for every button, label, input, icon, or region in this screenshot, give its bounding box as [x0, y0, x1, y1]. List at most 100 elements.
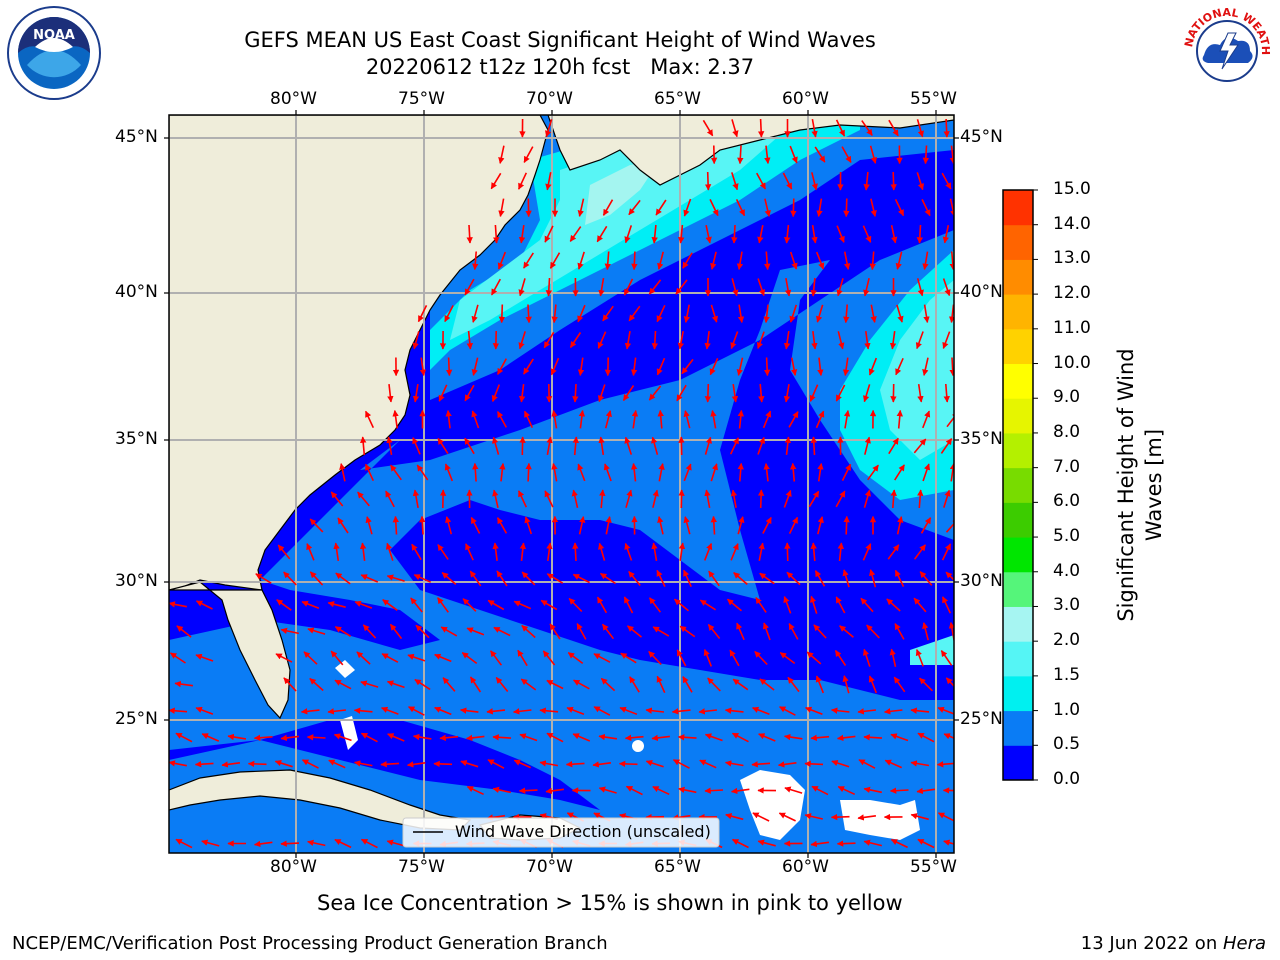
wind-wave-arrow [434, 706, 452, 716]
wind-wave-arrow [790, 357, 798, 376]
wind-wave-arrow [888, 119, 899, 137]
wind-wave-arrow [523, 358, 534, 375]
wind-wave-arrow [255, 573, 272, 584]
wind-wave-arrow [841, 146, 852, 163]
wind-wave-arrow [498, 198, 505, 218]
wind-wave-arrow [784, 277, 792, 297]
wind-wave-arrow [441, 571, 457, 586]
wind-wave-arrow [917, 838, 935, 849]
wind-wave-arrow [523, 146, 534, 163]
wind-wave-arrow [275, 653, 293, 663]
wind-wave-arrow [492, 489, 499, 508]
wind-wave-arrow [466, 627, 485, 636]
wind-wave-arrow [568, 597, 583, 613]
wind-wave-arrow [870, 304, 877, 323]
colorbar-segment [1003, 537, 1033, 573]
wind-wave-arrow [704, 436, 712, 455]
wind-wave-arrow [672, 759, 690, 769]
wind-wave-arrow [806, 651, 822, 665]
wind-wave-arrow [843, 251, 851, 270]
wind-wave-arrow [919, 571, 933, 586]
wind-wave-arrow [784, 786, 803, 794]
wind-wave-arrow [890, 225, 898, 244]
wind-wave-arrow [390, 464, 402, 481]
wind-wave-arrow [549, 623, 561, 640]
wind-wave-arrow [604, 410, 612, 429]
lat-label-left: 35°N [115, 429, 158, 449]
colorbar-tick-label: 3.0 [1053, 595, 1081, 616]
white-patch-bahamas [335, 660, 358, 750]
wind-wave-arrow [731, 119, 739, 138]
wind-wave-arrow [513, 600, 532, 610]
wind-wave-arrow [815, 251, 825, 270]
wind-wave-arrow [333, 542, 340, 562]
footer-date: 13 Jun 2022 on Hera [1081, 933, 1266, 954]
wind-wave-arrow [809, 595, 818, 614]
wind-wave-arrow [492, 734, 512, 741]
wind-wave-arrow [631, 251, 638, 271]
wind-wave-arrow [755, 597, 767, 613]
wind-wave-arrow [922, 410, 931, 429]
wind-wave-arrow [858, 759, 876, 769]
wind-wave-arrow [386, 839, 405, 847]
wind-wave-arrow [625, 489, 633, 508]
wind-wave-arrow [201, 733, 220, 742]
colorbar-segment [1003, 467, 1033, 503]
wind-wave-arrow [916, 787, 936, 795]
lon-label-top: 65°W [654, 89, 701, 109]
wind-wave-arrow [551, 462, 558, 482]
chart-title: GEFS MEAN US East Coast Significant Heig… [244, 28, 876, 52]
lon-label-bottom: 75°W [398, 857, 445, 877]
wind-wave-arrow [731, 172, 739, 191]
wind-wave-arrow [523, 410, 534, 429]
wind-wave-arrow [916, 224, 924, 244]
wind-wave-arrow [605, 516, 612, 535]
wind-wave-arrow [708, 570, 720, 587]
wind-wave-arrow [731, 838, 749, 849]
wind-wave-arrow [943, 489, 951, 508]
wind-wave-arrow [682, 252, 693, 269]
wind-wave-arrow [834, 649, 847, 666]
wind-wave-arrow [330, 491, 344, 507]
wind-wave-arrow [842, 357, 850, 377]
wind-wave-arrow [307, 627, 326, 635]
wind-wave-arrow [893, 676, 906, 693]
wind-wave-arrow [194, 761, 214, 768]
colorbar-segment [1003, 190, 1033, 226]
wind-wave-arrow [385, 490, 395, 508]
wind-wave-arrow [863, 278, 870, 297]
wind-wave-arrow [598, 542, 606, 561]
wind-wave-arrow [597, 384, 606, 403]
wind-wave-arrow [540, 599, 558, 611]
wind-wave-arrow [922, 251, 929, 271]
wind-wave-arrow [518, 224, 526, 244]
wind-wave-arrow [333, 733, 352, 742]
wind-wave-arrow [894, 199, 905, 217]
wind-wave-arrow [941, 596, 952, 614]
wind-wave-arrow [520, 678, 537, 691]
wind-wave-arrow [598, 277, 605, 297]
lon-label-bottom: 70°W [526, 857, 573, 877]
wind-wave-arrow [360, 680, 379, 688]
wind-wave-arrow [492, 436, 500, 455]
wind-wave-arrow [910, 707, 930, 714]
wind-wave-arrow [392, 409, 399, 429]
wind-wave-arrow [572, 733, 591, 742]
wind-wave-arrow [486, 708, 506, 715]
wind-wave-direction-arrows [169, 118, 954, 849]
wind-wave-arrow [869, 145, 877, 164]
wind-wave-arrow [940, 650, 953, 666]
wind-wave-arrow [407, 653, 426, 662]
wind-wave-arrow [673, 598, 690, 612]
wind-wave-arrow [387, 733, 405, 742]
colorbar-tick-label: 4.0 [1053, 560, 1081, 581]
wind-wave-arrow [895, 357, 904, 376]
wind-wave-arrow [704, 489, 711, 509]
wind-wave-arrow [411, 543, 422, 561]
wind-wave-arrow [657, 409, 664, 429]
wind-wave-arrow [280, 840, 300, 847]
colorbar-tick-label: 5.0 [1053, 526, 1081, 547]
wind-wave-arrow [678, 542, 686, 562]
colorbar-segment [1003, 398, 1033, 434]
